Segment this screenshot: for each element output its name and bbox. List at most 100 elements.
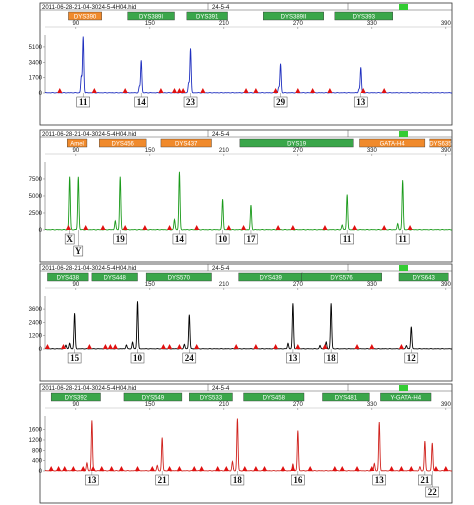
- allele-label: 16: [293, 475, 303, 485]
- status-indicator: [399, 4, 408, 10]
- size-standard-peak: [149, 466, 155, 471]
- y-tick-label: 2400: [29, 320, 43, 326]
- x-tick-label: 390: [441, 402, 452, 408]
- size-standard-peak: [240, 225, 247, 230]
- allele-label: 21: [420, 475, 430, 485]
- allele-label: 18: [233, 475, 243, 485]
- allele-call-box: [286, 352, 300, 364]
- x-tick-label: 150: [145, 148, 156, 154]
- marker-label: DYS448: [104, 276, 127, 282]
- allele-label: 12: [407, 353, 417, 363]
- x-tick-label: 210: [219, 402, 230, 408]
- marker-bin: [66, 138, 88, 148]
- allele-label: 17: [246, 234, 256, 244]
- size-standard-peak: [180, 88, 186, 93]
- allele-label: 22: [428, 487, 438, 497]
- size-standard-peak: [223, 466, 229, 471]
- status-indicator: [399, 131, 408, 137]
- allele-label: 11: [79, 97, 88, 107]
- x-tick-label: 150: [145, 282, 156, 288]
- size-standard-peak: [369, 344, 375, 349]
- marker-bin: [68, 11, 102, 21]
- marker-label: DYS393: [353, 15, 376, 21]
- size-standard-peak: [91, 88, 97, 93]
- allele-call-box: [340, 233, 354, 245]
- marker-label: DYS389I: [139, 15, 163, 21]
- marker-bin: [127, 11, 175, 21]
- size-standard-peak: [70, 466, 76, 471]
- size-standard-peak: [351, 225, 358, 230]
- allele-call-box: [425, 486, 440, 498]
- size-standard-peak: [122, 88, 128, 93]
- x-tick-label: 270: [293, 282, 304, 288]
- y-tick-label: 1200: [29, 334, 43, 340]
- y-tick-label: 3400: [29, 60, 43, 66]
- size-standard-peak: [381, 88, 387, 93]
- marker-label: DYS392: [65, 396, 88, 402]
- size-standard-peak: [273, 344, 279, 349]
- y-tick-label: 5000: [29, 194, 43, 200]
- panel-title: 2011-06-28-21-04-3024-5-4H04.hid: [42, 5, 136, 11]
- status-indicator: [399, 385, 408, 391]
- marker-label: DYS389II: [281, 15, 307, 21]
- panel-title: 2011-06-28-21-04-3024-5-4H04.hid: [42, 386, 136, 392]
- allele-call-box: [183, 96, 198, 108]
- allele-label: 13: [288, 353, 298, 363]
- x-tick-label: 390: [441, 282, 452, 288]
- size-standard-peak: [166, 466, 173, 471]
- y-tick-label: 5100: [29, 45, 43, 51]
- x-tick-label: 270: [293, 21, 304, 27]
- size-standard-peak: [60, 344, 67, 349]
- y-tick-label: 2500: [29, 211, 43, 217]
- allele-label: Y: [75, 246, 82, 256]
- panel-subtitle: 24-5-4: [212, 266, 230, 272]
- size-standard-peak: [122, 225, 128, 230]
- allele-label: 18: [327, 353, 337, 363]
- marker-label: DYS391: [196, 15, 219, 21]
- size-standard-peak: [253, 466, 259, 471]
- allele-label: 14: [137, 97, 147, 107]
- x-tick-label: 150: [145, 21, 156, 27]
- size-standard-peak: [354, 466, 360, 471]
- size-standard-peak: [160, 344, 166, 349]
- marker-bin: [91, 272, 138, 282]
- size-standard-peak: [369, 466, 375, 471]
- size-standard-peak: [290, 466, 296, 471]
- size-standard-peak: [176, 88, 183, 93]
- allele-call-box: [113, 233, 127, 245]
- marker-label: DYS458: [263, 396, 286, 402]
- marker-label: Amel: [70, 142, 84, 148]
- x-tick-label: 390: [441, 21, 452, 27]
- marker-bin: [50, 392, 101, 402]
- size-standard-peak: [275, 225, 281, 230]
- marker-bin: [334, 11, 394, 21]
- size-standard-peak: [55, 466, 62, 471]
- allele-label: 11: [398, 234, 407, 244]
- allele-label: 24: [185, 353, 195, 363]
- panel-subtitle: 24-5-4: [212, 132, 230, 138]
- allele-label: 21: [158, 475, 168, 485]
- y-tick-label: 7500: [29, 177, 43, 183]
- panel-subtitle: 24-5-4: [212, 5, 230, 11]
- allele-call-box: [353, 96, 368, 108]
- size-standard-peak: [194, 225, 200, 230]
- size-standard-peak: [332, 466, 338, 471]
- size-standard-peak: [80, 466, 86, 471]
- marker-bin: [398, 272, 449, 282]
- size-standard-peak: [388, 466, 395, 471]
- allele-label: 13: [375, 475, 385, 485]
- allele-call-box: [155, 474, 169, 486]
- allele-call-box: [67, 352, 82, 364]
- allele-call-box: [244, 233, 258, 245]
- size-standard-peak: [107, 344, 113, 349]
- allele-label: 11: [343, 234, 352, 244]
- size-standard-peak: [295, 88, 301, 93]
- allele-label: 13: [87, 475, 97, 485]
- size-standard-peak: [44, 344, 51, 349]
- x-tick-label: 210: [219, 282, 230, 288]
- allele-call-box: [372, 474, 386, 486]
- x-tick-label: 330: [367, 402, 378, 408]
- marker-label: DYS438: [57, 276, 80, 282]
- marker-bin: [186, 11, 228, 21]
